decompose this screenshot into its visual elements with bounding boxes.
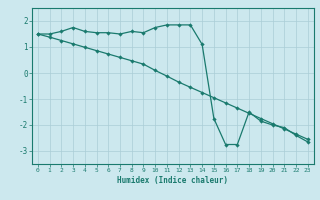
X-axis label: Humidex (Indice chaleur): Humidex (Indice chaleur) — [117, 176, 228, 185]
